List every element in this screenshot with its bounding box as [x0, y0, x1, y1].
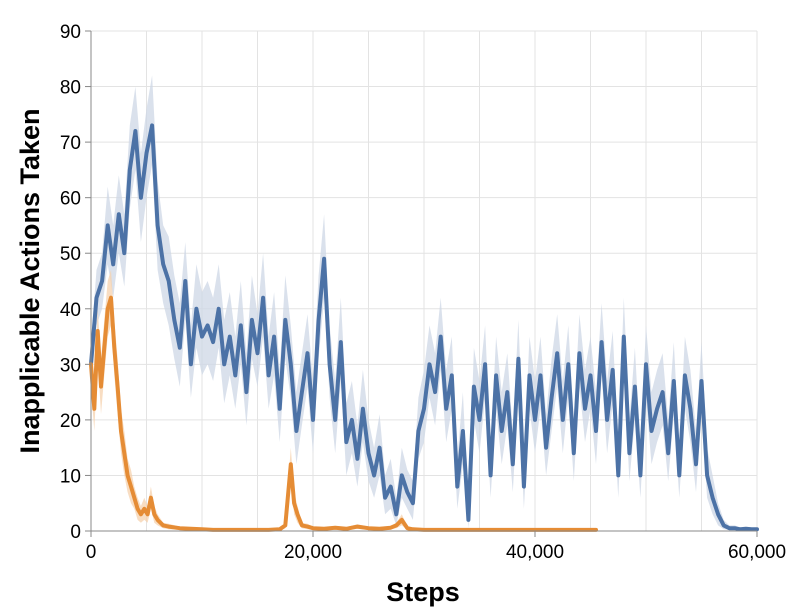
series-1-band — [91, 75, 757, 531]
y-tick-label: 40 — [60, 300, 81, 321]
y-tick-label: 90 — [60, 22, 81, 43]
y-tick-label: 10 — [60, 466, 81, 487]
y-tick-label: 60 — [60, 189, 81, 210]
y-tick-label: 20 — [60, 411, 81, 432]
x-tick-label: 0 — [86, 542, 97, 563]
y-tick-label: 0 — [70, 522, 81, 543]
series-2-line — [89, 295, 598, 532]
y-tick-label: 30 — [60, 355, 81, 376]
y-axis-title: Inapplicable Actions Taken — [15, 108, 45, 453]
y-tick-label: 70 — [60, 133, 81, 154]
y-axis-ticks: 0 10 20 30 40 50 60 70 80 90 — [60, 22, 91, 543]
y-tick-label: 50 — [60, 244, 81, 265]
series-1-line — [89, 123, 759, 532]
x-axis-ticks: 0 20,000 40,000 60,000 — [86, 531, 786, 563]
x-tick-label: 60,000 — [728, 542, 786, 563]
x-axis-title: Steps — [386, 577, 460, 607]
y-tick-label: 80 — [60, 78, 81, 99]
axes — [90, 31, 757, 532]
x-tick-label: 40,000 — [506, 542, 564, 563]
series-lines — [89, 123, 759, 532]
grid — [90, 30, 758, 532]
confidence-bands — [91, 75, 757, 531]
x-tick-label: 20,000 — [284, 542, 342, 563]
